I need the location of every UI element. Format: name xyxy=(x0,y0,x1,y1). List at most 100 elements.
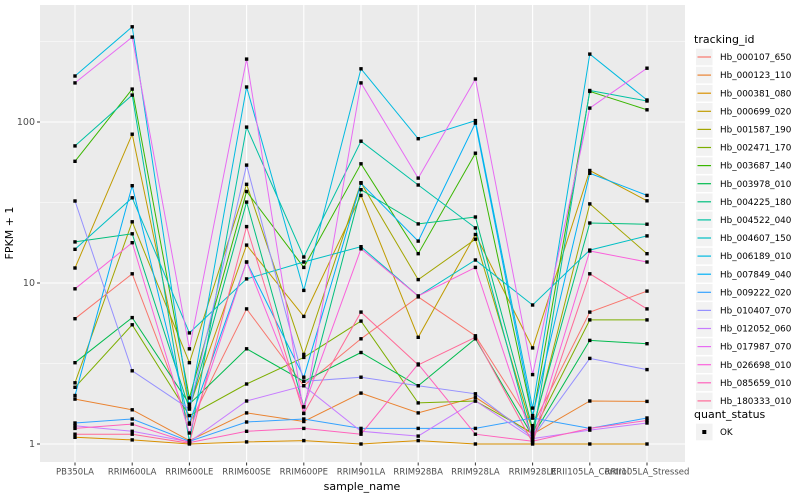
data-point xyxy=(359,310,363,314)
data-point xyxy=(645,307,649,311)
data-point xyxy=(359,350,363,355)
data-point xyxy=(244,243,249,247)
legend-item-label: Hb_007849_040 xyxy=(720,270,792,280)
data-point xyxy=(187,396,192,400)
data-point xyxy=(530,431,535,435)
legend-item: Hb_003978_010 xyxy=(696,175,792,192)
data-point xyxy=(416,277,420,282)
data-point xyxy=(187,331,192,335)
data-point xyxy=(588,168,592,173)
data-point xyxy=(302,255,306,259)
data-point xyxy=(302,384,306,388)
data-point xyxy=(73,159,77,163)
data-point xyxy=(588,442,592,446)
data-point xyxy=(73,199,77,203)
data-point xyxy=(302,419,306,424)
data-point xyxy=(645,66,649,70)
legend-item: Hb_010407_070 xyxy=(696,302,792,319)
data-point xyxy=(73,144,77,148)
legend-item-label: Hb_026698_010 xyxy=(720,361,792,371)
data-point xyxy=(588,221,592,225)
data-point xyxy=(530,416,535,420)
data-point xyxy=(187,413,192,418)
data-point xyxy=(359,247,363,251)
data-point xyxy=(359,337,363,341)
data-point xyxy=(416,434,420,438)
data-point xyxy=(416,335,420,339)
legend-item-label: Hb_003978_010 xyxy=(720,180,792,190)
legend-item-label: Hb_180333_010 xyxy=(720,397,792,407)
data-point xyxy=(588,272,592,276)
data-point xyxy=(359,391,363,395)
data-point xyxy=(73,381,77,385)
data-point xyxy=(645,289,649,293)
data-point xyxy=(416,183,420,187)
data-point xyxy=(645,318,649,322)
legend-item: Hb_001587_190 xyxy=(696,121,792,138)
data-point xyxy=(416,252,420,256)
y-axis-title: FPKM + 1 xyxy=(3,207,16,260)
legend-item-label: Hb_010407_070 xyxy=(720,307,792,317)
data-point xyxy=(645,234,649,238)
legend-item: Hb_000107_650 xyxy=(696,48,792,66)
data-point xyxy=(359,245,363,249)
data-point xyxy=(302,260,306,264)
data-point xyxy=(73,361,77,365)
x-axis-ticks: PB350LA RRIM600LA RRIM600LE RRIM600SE RRIM60… xyxy=(56,462,689,478)
data-point xyxy=(473,335,478,339)
legend-item: Hb_012052_060 xyxy=(696,320,792,337)
data-point xyxy=(588,318,592,322)
data-point xyxy=(473,151,478,155)
data-point xyxy=(588,356,592,361)
data-point xyxy=(244,260,249,264)
data-point xyxy=(73,432,77,436)
data-point xyxy=(645,108,649,112)
data-point xyxy=(588,106,592,110)
data-point xyxy=(302,405,306,409)
data-point xyxy=(130,196,134,200)
data-point xyxy=(73,74,77,78)
legend-item-label: Hb_004607_150 xyxy=(720,234,792,244)
legend-item: Hb_006189_010 xyxy=(696,247,792,265)
data-point xyxy=(588,88,592,93)
data-point xyxy=(244,399,249,403)
points-layer xyxy=(73,25,649,446)
data-point xyxy=(130,93,134,97)
data-point xyxy=(473,232,478,237)
data-point xyxy=(473,395,478,399)
data-point xyxy=(244,347,249,351)
legend-item-label: Hb_003687_140 xyxy=(720,162,792,172)
data-point xyxy=(244,429,249,433)
x-tick-label: RRIM928LE xyxy=(509,468,557,478)
legend-item: Hb_000381_080 xyxy=(696,84,792,102)
black-square-marker xyxy=(702,430,707,434)
data-point xyxy=(244,57,249,61)
legend-item: Hb_085659_010 xyxy=(696,374,792,392)
data-point xyxy=(473,118,478,123)
data-point xyxy=(244,125,249,129)
data-point xyxy=(530,303,535,307)
data-point xyxy=(302,426,306,431)
data-point xyxy=(588,202,592,206)
data-point xyxy=(73,266,77,270)
data-point xyxy=(416,411,420,415)
data-point xyxy=(588,310,592,314)
x-tick-label: RRII105LA_Control xyxy=(550,468,629,478)
data-point xyxy=(73,247,77,251)
data-point xyxy=(645,193,649,198)
data-point xyxy=(187,347,192,351)
data-point xyxy=(73,435,77,439)
data-point xyxy=(588,171,592,175)
data-point xyxy=(359,181,363,185)
data-point xyxy=(130,272,134,276)
y-tick-label: 1 xyxy=(29,439,35,450)
legend-item-label: Hb_085659_010 xyxy=(720,379,792,389)
data-point xyxy=(530,372,535,377)
legend-title-tracking-id: tracking_id xyxy=(694,33,755,46)
data-point xyxy=(244,189,249,194)
legend-item: Hb_003687_140 xyxy=(696,157,792,174)
data-point xyxy=(416,137,420,141)
x-tick-label: RRIM600SE xyxy=(222,468,271,478)
data-point xyxy=(645,199,649,203)
